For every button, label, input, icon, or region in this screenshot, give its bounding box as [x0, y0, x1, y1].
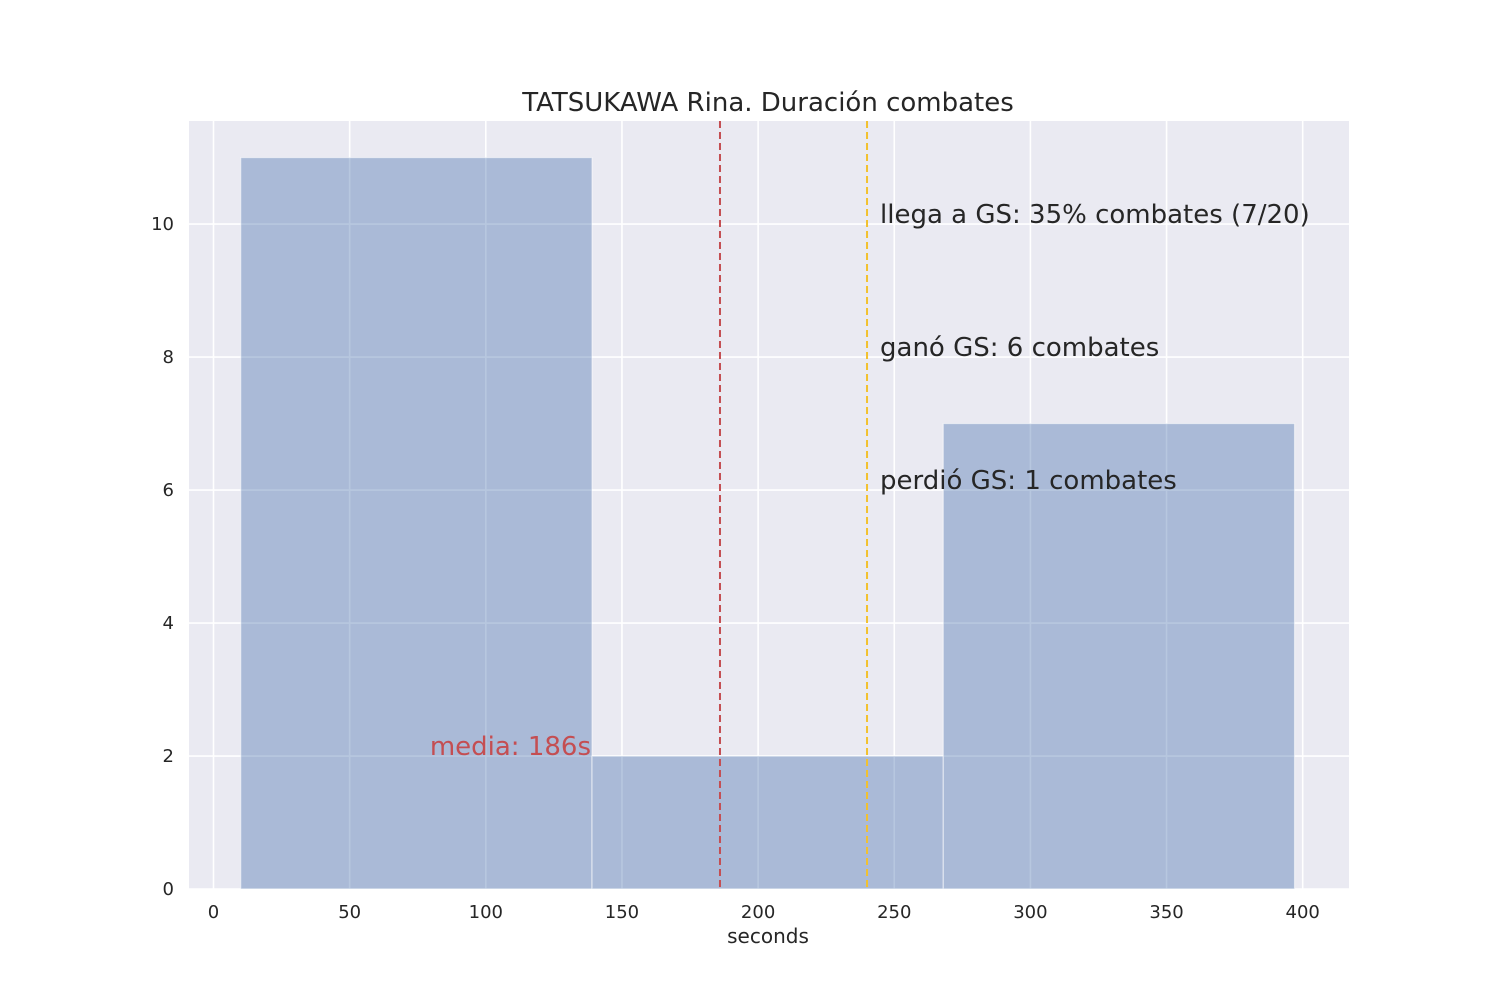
x-axis-title: seconds: [727, 924, 809, 948]
y-tick-label: 0: [163, 879, 174, 900]
annotation-lost-golden-score: perdió GS: 1 combates: [880, 466, 1177, 496]
annotation-won-golden-score: ganó GS: 6 combates: [880, 333, 1159, 363]
histogram-bar: [591, 755, 944, 890]
y-tick-label: 6: [163, 480, 174, 501]
x-tick-label: 200: [741, 902, 775, 923]
x-tick-label: 150: [605, 902, 639, 923]
x-tick-label: 300: [1013, 902, 1047, 923]
y-axis-ticks: 0 2 4 6 8 10: [151, 214, 174, 900]
x-tick-label: 100: [469, 902, 503, 923]
y-tick-label: 8: [163, 347, 174, 368]
mean-label: media: 186s: [430, 732, 591, 762]
plot-area: [189, 121, 1349, 889]
histogram-bars: [240, 156, 1296, 890]
chart-title: TATSUKAWA Rina. Duración combates: [521, 88, 1014, 118]
histogram-bar: [240, 156, 593, 890]
reference-lines: [718, 121, 869, 889]
x-tick-label: 0: [208, 902, 219, 923]
y-tick-label: 10: [151, 214, 174, 235]
x-tick-label: 50: [338, 902, 361, 923]
x-axis-ticks: 0 50 100 150 200 250 300 350 400: [208, 902, 1320, 923]
annotation-reaches-golden-score: llega a GS: 35% combates (7/20): [880, 200, 1310, 230]
y-tick-label: 4: [163, 613, 174, 634]
x-tick-label: 250: [877, 902, 911, 923]
x-tick-label: 350: [1149, 902, 1183, 923]
y-tick-label: 2: [163, 746, 174, 767]
histogram-bar: [942, 422, 1296, 890]
x-tick-label: 400: [1286, 902, 1320, 923]
